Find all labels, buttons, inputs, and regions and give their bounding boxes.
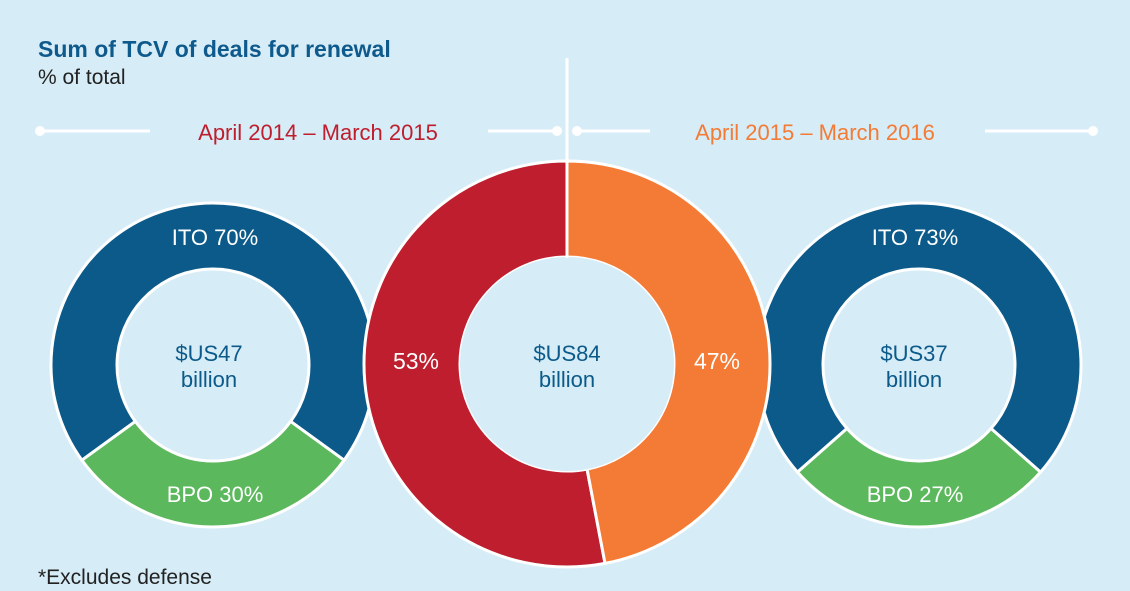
timeline-dot-right [1088,126,1098,136]
timeline-dot-left [35,126,45,136]
donut-right-total-line2: billion [886,367,942,392]
donut-center-hole [460,257,674,471]
donut-right-label-ito: ITO 73% [872,225,958,250]
timeline-dot-left-inner [552,126,562,136]
donut-right-slice-bpo [795,426,1043,529]
donut-center-total-line2: billion [539,367,595,392]
donut-right: ITO 73% BPO 27% $US37 billion [755,201,1083,529]
chart-subtitle: % of total [38,66,126,89]
donut-center-total-line1: $US84 [533,341,600,366]
period-label-2014: April 2014 – March 2015 [198,120,438,145]
donut-center-label-2014: 53% [393,348,439,374]
donut-center-label-2015: 47% [694,348,740,374]
period-label-2015: April 2015 – March 2016 [695,120,935,145]
donut-center: 53% 47% $US84 billion [362,159,772,569]
chart-title: Sum of TCV of deals for renewal [38,36,391,62]
timeline-dot-right-inner [572,126,582,136]
donut-left-slice-bpo [79,419,347,529]
donut-left-total-line1: $US47 [175,341,242,366]
donut-right-label-bpo: BPO 27% [867,482,964,507]
donut-left-total-line2: billion [181,367,237,392]
donut-right-total-line1: $US37 [880,341,947,366]
donut-left-label-bpo: BPO 30% [167,482,264,507]
donut-left: ITO 70% BPO 30% $US47 billion [49,201,377,529]
donut-right-slice-ito [755,201,1083,475]
footnote: *Excludes defense [38,566,212,589]
donut-left-label-ito: ITO 70% [172,225,258,250]
timeline [35,126,1098,136]
